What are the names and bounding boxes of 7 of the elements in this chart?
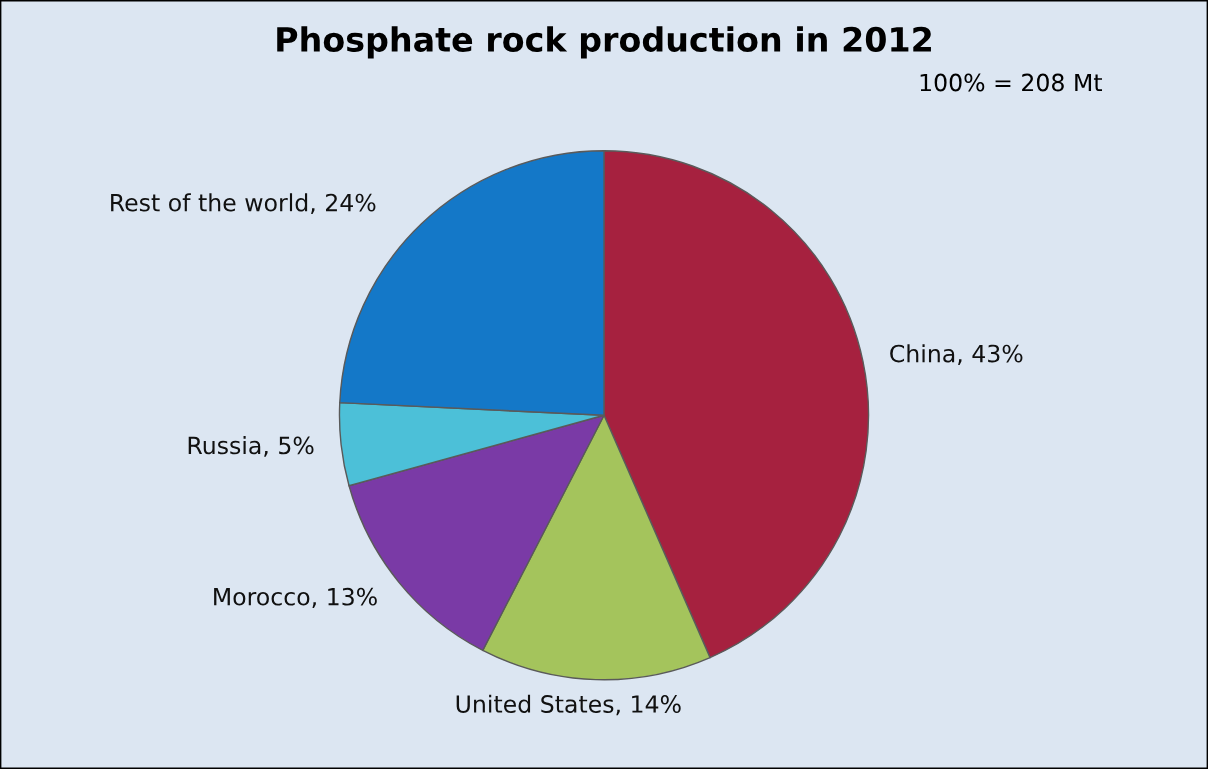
slice-label: Rest of the world, 24% — [111, 193, 376, 214]
slice-label: Morocco, 13% — [214, 587, 377, 608]
slice-label: United States, 14% — [456, 694, 681, 716]
chart-title: Phosphate rock production in 2012 — [277, 26, 931, 59]
slice-label: China, 43% — [890, 344, 1023, 365]
slice-label: Russia, 5% — [188, 436, 314, 457]
text: 100% = 208 Mt — [920, 73, 1103, 92]
